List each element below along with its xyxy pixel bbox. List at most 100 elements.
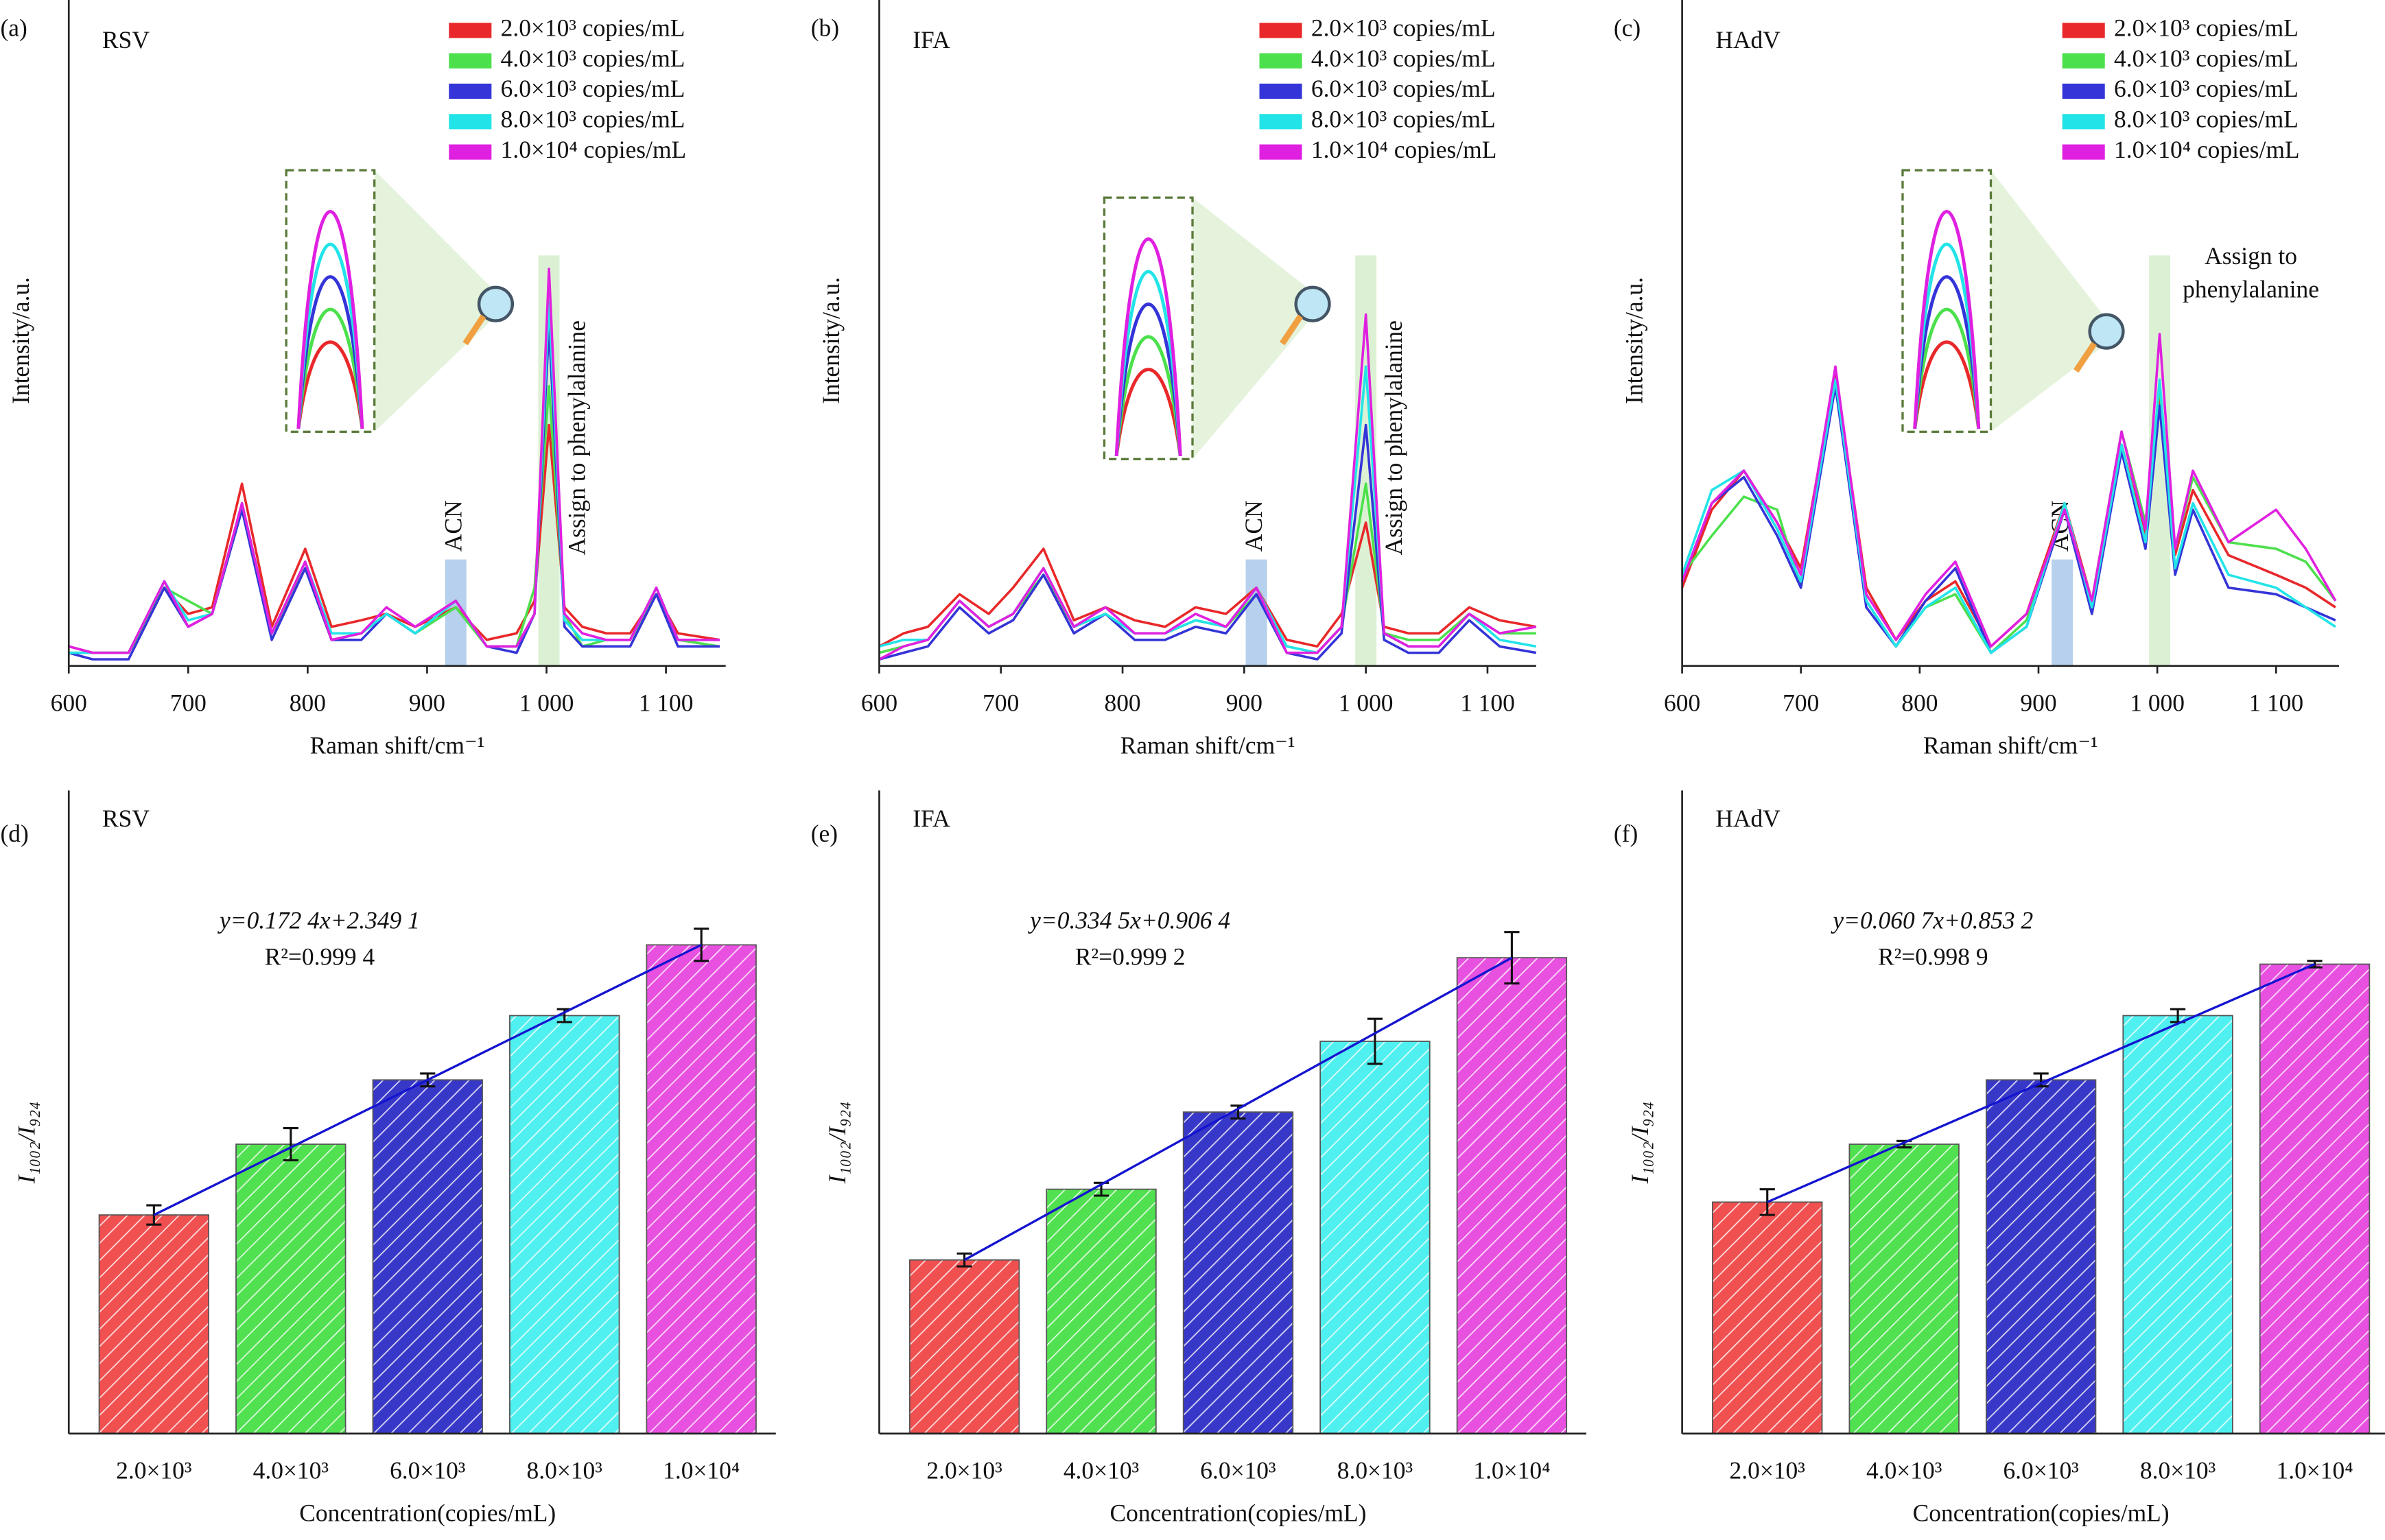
bar — [1046, 1188, 1157, 1434]
bar — [2122, 1015, 2233, 1434]
inset-peak — [1913, 340, 1981, 429]
annotation: Assign to phenylalanine — [563, 320, 590, 556]
inset-peak — [1114, 368, 1182, 457]
panel-title: RSV — [102, 805, 150, 832]
bar — [1319, 1041, 1431, 1434]
inset-peak — [1114, 237, 1182, 456]
x-tick-label: 1.0×10⁴ — [663, 1457, 740, 1484]
panel-title: IFA — [913, 805, 950, 832]
y-axis-label: Intensity/a.u. — [1620, 277, 1647, 404]
y-axis-label: I₁₀₀₂/I₉₂₄ — [13, 1102, 40, 1185]
inset-peak — [1114, 335, 1182, 457]
x-tick-label: 8.0×10³ — [2140, 1457, 2216, 1484]
x-tick-label: 2.0×10³ — [116, 1457, 191, 1484]
legend-label: 2.0×10³ copies/mL — [1311, 14, 1496, 41]
magnifier-lens — [1294, 285, 1331, 322]
x-tick-label: 4.0×10³ — [1866, 1457, 1942, 1484]
fit-line — [963, 956, 1513, 1261]
bar — [372, 1079, 483, 1434]
panel-label: (d) — [1, 820, 29, 847]
legend-swatch — [2062, 144, 2105, 160]
annotation: phenylalanine — [2183, 276, 2319, 303]
zoom-beam — [1192, 198, 1313, 460]
legend-swatch — [1259, 23, 1302, 38]
x-axis-label: Raman shift/cm⁻¹ — [310, 732, 485, 759]
highlight-band-blue — [2052, 559, 2073, 666]
y-axis-label: I₁₀₀₂/I₉₂₄ — [823, 1102, 851, 1185]
spectrum-line — [879, 423, 1537, 661]
legend-swatch — [2062, 114, 2105, 130]
x-tick-label: 800 — [290, 689, 326, 716]
annotation: ACN — [439, 500, 467, 552]
x-tick-label: 600 — [51, 689, 87, 716]
spectrum-line — [1681, 378, 2337, 654]
legend-label: 2.0×10³ copies/mL — [501, 14, 685, 41]
equation: y=0.334 5x+0.906 4 — [1028, 906, 1230, 934]
error-bar — [283, 1127, 298, 1162]
error-bar — [1504, 931, 1520, 985]
x-tick-label: 8.0×10³ — [527, 1457, 602, 1484]
inset-peak — [1114, 303, 1182, 457]
zoom-beam — [374, 170, 496, 432]
x-tick-label: 1 100 — [2248, 689, 2303, 716]
magnifier-handle — [462, 314, 486, 346]
panel-title: RSV — [102, 26, 150, 54]
legend-label: 4.0×10³ copies/mL — [501, 45, 685, 72]
y-axis-label: Intensity/a.u. — [7, 277, 34, 404]
fit-line — [153, 943, 702, 1216]
x-axis-label: Concentration(copies/mL) — [1110, 1500, 1367, 1527]
x-axis-label: Concentration(copies/mL) — [1913, 1500, 2170, 1527]
legend-label: 6.0×10³ copies/mL — [501, 75, 685, 102]
bar — [1985, 1079, 2097, 1434]
zoom-beam — [1990, 170, 2107, 432]
legend-swatch — [1259, 114, 1302, 130]
magnifier-lens — [477, 285, 515, 322]
legend-label: 8.0×10³ copies/mL — [1311, 105, 1496, 132]
equation: y=0.060 7x+0.853 2 — [1831, 906, 2033, 934]
r-squared: R²=0.999 2 — [1075, 943, 1186, 971]
bar — [1456, 957, 1568, 1434]
legend-label: 8.0×10³ copies/mL — [2114, 105, 2299, 132]
panel-label: (c) — [1614, 14, 1641, 41]
x-tick-label: 800 — [1901, 689, 1938, 716]
bar — [509, 1015, 620, 1434]
x-tick-label: 1.0×10⁴ — [1473, 1457, 1550, 1484]
x-tick-label: 600 — [861, 689, 897, 716]
legend-swatch — [449, 53, 492, 69]
x-tick-label: 2.0×10³ — [926, 1457, 1002, 1484]
bar — [1182, 1111, 1294, 1434]
x-tick-label: 1 100 — [1460, 689, 1515, 716]
inset-peak — [1913, 210, 1981, 429]
legend-label: 8.0×10³ copies/mL — [501, 105, 685, 132]
x-tick-label: 4.0×10³ — [253, 1457, 329, 1484]
panel-title: HAdV — [1715, 805, 1781, 832]
inset-peak — [1913, 275, 1981, 429]
fit-line — [1767, 963, 2316, 1203]
x-tick-label: 700 — [170, 689, 207, 716]
panel-label: (a) — [1, 14, 27, 41]
legend-swatch — [2062, 23, 2105, 38]
legend-swatch — [2062, 53, 2105, 69]
annotation: Assign to phenylalanine — [1380, 320, 1407, 556]
legend-swatch — [2062, 83, 2105, 99]
panel-label: (f) — [1614, 820, 1638, 847]
x-tick-label: 900 — [2020, 689, 2056, 716]
x-tick-label: 900 — [1226, 689, 1262, 716]
magnifier-handle — [2073, 342, 2097, 373]
spectrum-line — [878, 313, 1537, 661]
magnifier-lens — [2088, 313, 2125, 350]
bar — [98, 1214, 210, 1434]
x-tick-label: 700 — [983, 689, 1019, 716]
annotation: Assign to — [2205, 242, 2297, 270]
inset-peak — [296, 275, 364, 429]
legend-swatch — [449, 23, 492, 38]
x-tick-label: 700 — [1783, 689, 1819, 716]
legend-label: 2.0×10³ copies/mL — [2114, 14, 2299, 41]
inset-peak — [296, 307, 364, 429]
x-tick-label: 1 000 — [2130, 689, 2185, 716]
inset-peak — [296, 210, 364, 429]
r-squared: R²=0.998 9 — [1878, 943, 1988, 971]
legend-label: 1.0×10⁴ copies/mL — [1311, 136, 1497, 163]
